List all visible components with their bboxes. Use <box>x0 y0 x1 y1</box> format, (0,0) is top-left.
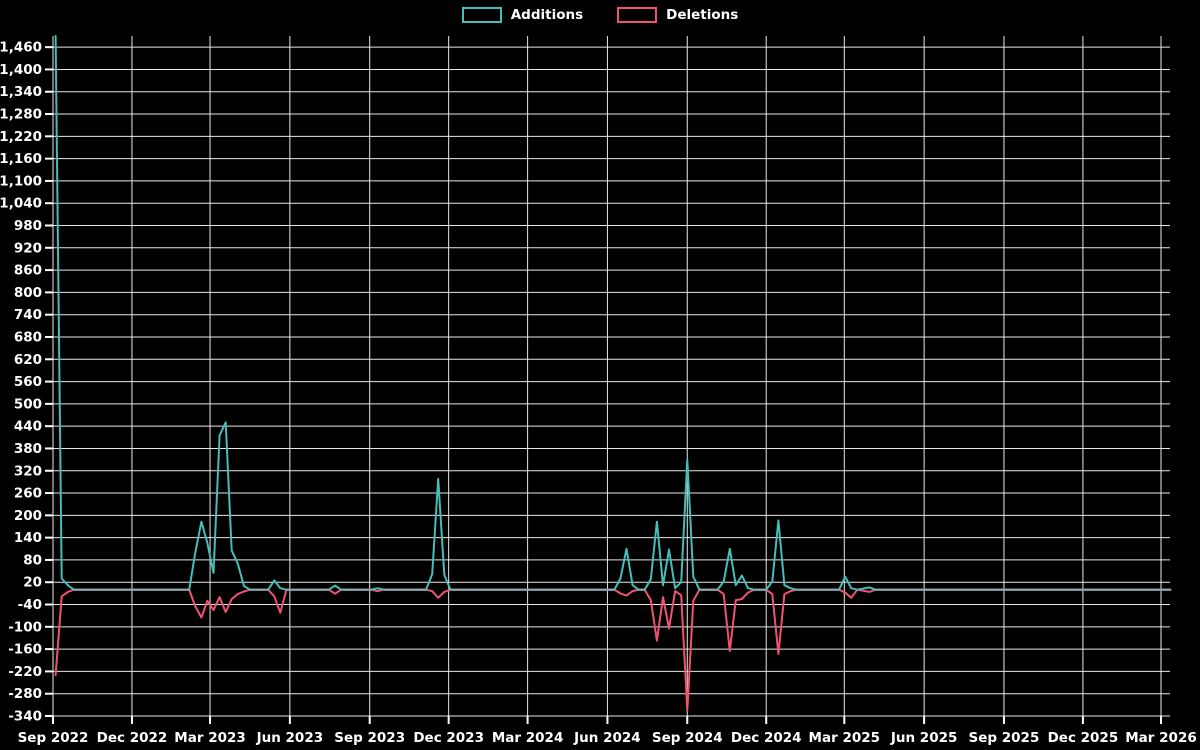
x-tick-label: Sep 2024 <box>652 730 723 746</box>
y-tick-label: 260 <box>14 486 42 502</box>
x-tick-label: Mar 2025 <box>809 730 880 746</box>
y-tick-label: 1,040 <box>0 196 42 212</box>
additions-legend-label: Additions <box>510 7 584 23</box>
y-tick-label: 1,400 <box>0 62 42 78</box>
chart-legend: Additions Deletions <box>0 7 1200 23</box>
y-tick-label: 920 <box>14 240 42 256</box>
x-tick-label: Jun 2024 <box>573 730 641 746</box>
y-tick-label: -340 <box>8 709 42 725</box>
y-tick-label: 1,100 <box>0 173 42 189</box>
y-tick-label: -220 <box>8 664 42 680</box>
y-tick-label: 860 <box>14 263 42 279</box>
y-tick-label: 800 <box>14 285 42 301</box>
deletions-legend-label: Deletions <box>666 7 739 23</box>
y-tick-label: 1,160 <box>0 151 42 167</box>
additions-line <box>54 35 1172 591</box>
y-tick-label: -280 <box>8 686 42 702</box>
x-tick-label: Mar 2024 <box>492 730 563 746</box>
y-tick-label: 1,460 <box>0 40 42 56</box>
y-tick-label: 80 <box>23 552 42 568</box>
y-tick-label: 440 <box>14 419 42 435</box>
y-tick-label: 380 <box>14 441 42 457</box>
y-tick-label: 500 <box>14 396 42 412</box>
y-tick-label: -40 <box>18 597 42 613</box>
y-tick-label: 1,220 <box>0 129 42 145</box>
x-tick-label: Mar 2026 <box>1125 730 1196 746</box>
x-tick-label: Dec 2025 <box>1048 730 1119 746</box>
x-tick-label: Dec 2022 <box>97 730 168 746</box>
x-tick-label: Dec 2024 <box>731 730 802 746</box>
x-tick-label: Jun 2023 <box>256 730 324 746</box>
y-tick-label: 560 <box>14 374 42 390</box>
deletions-swatch <box>617 7 658 23</box>
legend-item-deletions[interactable]: Deletions <box>617 7 738 23</box>
y-tick-label: 620 <box>14 352 42 368</box>
x-tick-label: Mar 2023 <box>174 730 245 746</box>
x-tick-label: Sep 2025 <box>969 730 1040 746</box>
x-tick-label: Sep 2022 <box>18 730 89 746</box>
x-tick-label: Dec 2023 <box>413 730 484 746</box>
y-tick-label: -100 <box>8 619 42 635</box>
y-tick-label: 680 <box>14 329 42 345</box>
y-tick-label: 1,340 <box>0 84 42 100</box>
y-tick-label: 740 <box>14 307 42 323</box>
legend-item-additions[interactable]: Additions <box>461 7 584 23</box>
y-tick-label: -160 <box>8 642 42 658</box>
x-tick-label: Sep 2023 <box>334 730 405 746</box>
y-tick-label: 200 <box>14 508 42 524</box>
y-tick-label: 140 <box>14 530 42 546</box>
y-tick-label: 980 <box>14 218 42 234</box>
y-tick-label: 1,280 <box>0 107 42 123</box>
y-tick-label: 20 <box>23 575 42 591</box>
deletions-line <box>54 588 1172 712</box>
x-tick-label: Jun 2025 <box>890 730 958 746</box>
additions-swatch <box>461 7 502 23</box>
y-tick-label: 320 <box>14 463 42 479</box>
